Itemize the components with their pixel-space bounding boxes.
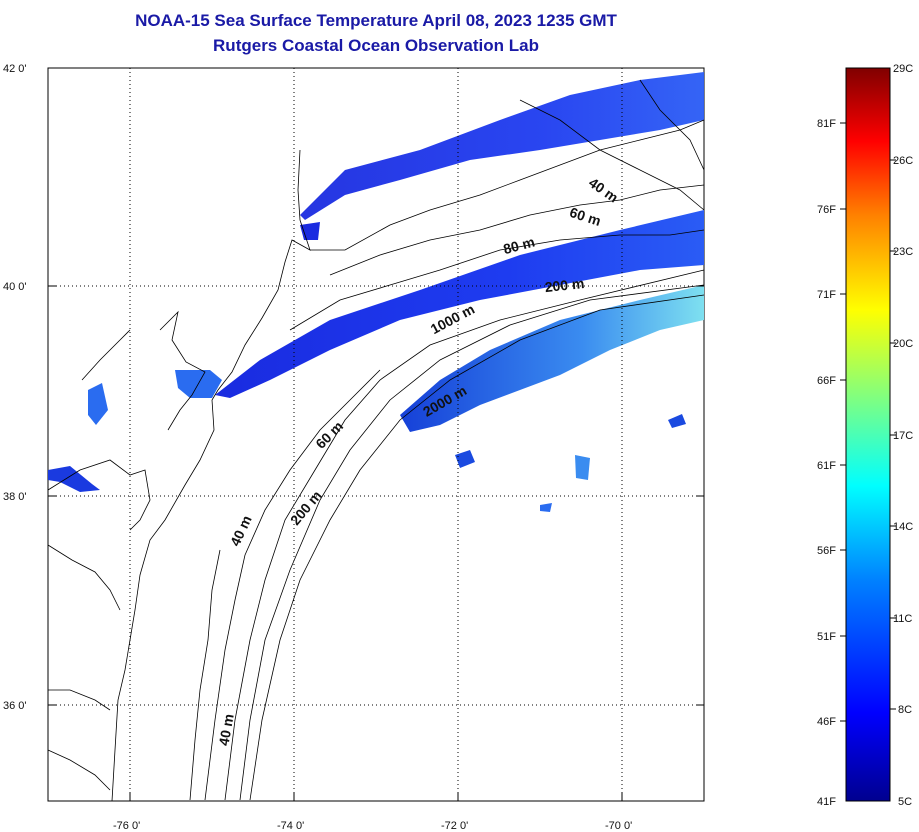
map-subtitle: Rutgers Coastal Ocean Observation Lab: [213, 36, 539, 55]
fahrenheit-label: 46F: [817, 716, 836, 728]
fahrenheit-label: 76F: [817, 204, 836, 216]
fahrenheit-label: 51F: [817, 631, 836, 643]
graticule: [48, 68, 704, 801]
celsius-label: 26C: [893, 155, 913, 167]
contour-label: 200 m: [544, 275, 585, 295]
lon-label: -72 0': [441, 820, 468, 832]
fahrenheit-label: 56F: [817, 545, 836, 557]
sst-data-layer: [48, 72, 704, 512]
colorbar: 29C 26C 23C 20C 17C 14C 11C 8C 5C 81F 76…: [817, 63, 913, 808]
fahrenheit-label: 71F: [817, 289, 836, 301]
map-title: NOAA-15 Sea Surface Temperature April 08…: [135, 11, 617, 30]
celsius-label: 29C: [893, 63, 913, 75]
lat-label: 38 0': [3, 491, 27, 503]
celsius-label: 5C: [898, 796, 912, 808]
fahrenheit-label: 41F: [817, 796, 836, 808]
colorbar-fahrenheit-labels: 81F 76F 71F 66F 61F 56F 51F 46F 41F: [817, 118, 836, 808]
lon-label: -74 0': [277, 820, 304, 832]
map-area: 40 m 60 m 80 m 200 m 1000 m 2000 m 60 m …: [47, 67, 705, 802]
contour-label: 80 m: [502, 233, 537, 257]
celsius-label: 17C: [893, 430, 913, 442]
celsius-label: 8C: [898, 704, 912, 716]
celsius-label: 14C: [893, 521, 913, 533]
lat-label: 42 0': [3, 63, 27, 75]
colorbar-ticks: [840, 122, 896, 722]
celsius-label: 23C: [893, 246, 913, 258]
fahrenheit-label: 66F: [817, 375, 836, 387]
contour-label: 40 m: [216, 713, 237, 747]
lat-label: 36 0': [3, 700, 27, 712]
celsius-label: 20C: [893, 338, 913, 350]
coastline-layer: [47, 79, 705, 802]
lon-label: -76 0': [113, 820, 140, 832]
celsius-label: 11C: [893, 613, 912, 625]
colorbar-scale: [845, 67, 891, 802]
longitude-labels: -76 0' -74 0' -72 0' -70 0': [113, 820, 632, 832]
lat-label: 40 0': [3, 281, 27, 293]
latitude-labels: 42 0' 40 0' 38 0' 36 0': [3, 63, 27, 712]
fahrenheit-label: 61F: [817, 460, 836, 472]
colorbar-celsius-labels: 29C 26C 23C 20C 17C 14C 11C 8C 5C: [893, 63, 913, 808]
axis-ticks: [48, 67, 704, 801]
fahrenheit-label: 81F: [817, 118, 836, 130]
lon-label: -70 0': [605, 820, 632, 832]
